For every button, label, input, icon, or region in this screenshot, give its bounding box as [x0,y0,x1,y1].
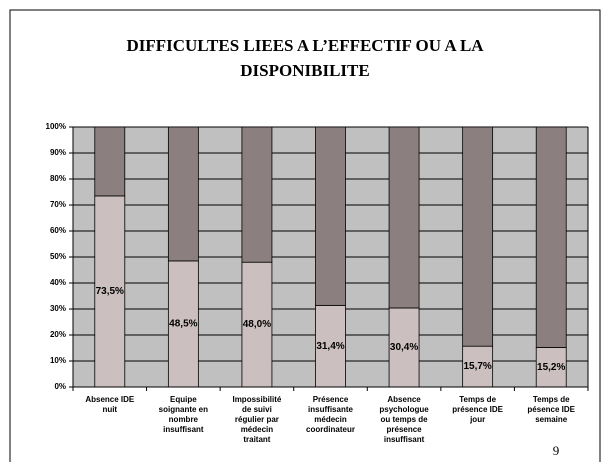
y-tick-label: 30% [50,304,66,313]
x-tick-label-line: traitant [243,435,270,444]
bar-segment [315,126,346,306]
x-tick-label-line: insuffisant [384,435,425,444]
slide-border [9,9,601,462]
y-tick-label: 80% [50,174,66,183]
y-tick-label: 20% [50,330,66,339]
bar-segment [462,126,494,347]
x-tick-label-line: insuffisante [308,405,353,414]
x-tick-label-line: semaine [535,415,568,424]
x-tick-label: Temps de présence IDE jour [452,395,503,424]
x-tick-label-line: présence IDE [452,405,503,414]
bar-segment [94,126,126,197]
bar-segment [388,126,420,309]
y-tick-label: 10% [50,356,66,365]
x-tick-label-line: Impossibilité [232,395,281,404]
x-tick-label-line: Présence [313,395,349,404]
x-tick-label: Impossibilité de suivi régulier par médecin… [232,395,281,444]
bar-segment [167,260,199,388]
x-tick-label: Absence IDE nuit [85,395,135,414]
bar-segment [241,126,273,263]
x-tick-label-line: médecin [241,425,274,434]
x-tick-label-line: Temps de [459,395,496,404]
y-tick-label: 60% [50,226,66,235]
x-tick-label-line: ou temps de [381,415,429,424]
x-tick-label-line: médecin [314,415,347,424]
x-tick-label-line: nuit [102,405,117,414]
page-number: 9 [553,443,560,458]
x-tick-label-line: insuffisant [163,425,204,434]
data-label: 30,4% [390,342,418,353]
x-tick-label-line: Temps de [533,395,570,404]
x-tick-label-line: régulier par [235,415,279,424]
x-tick-label-line: Equipe [170,395,197,404]
title-line: DISPONIBILITE [240,61,369,80]
bar-segment [388,307,420,388]
bar-segment [535,347,567,388]
data-label: 15,7% [463,361,491,372]
x-tick-label-line: Absence [387,395,421,404]
x-tick-label: Equipe soignante en nombre insuffisant [159,395,208,434]
y-tick-label: 50% [50,252,66,261]
x-tick-label: Absence psychologue ou temps de présence ins… [379,395,429,444]
y-tick-label: 90% [50,148,66,157]
x-tick-label: Temps de pésence IDE semaine [527,395,575,424]
x-tick-label-line: jour [469,415,485,424]
x-tick-label-line: pésence IDE [527,405,575,414]
y-tick-label: 70% [50,200,66,209]
data-label: 31,4% [316,341,344,352]
data-label: 48,5% [169,319,197,330]
x-tick-label-line: psychologue [379,405,429,414]
x-tick-label: Présence insuffisante médecin coordinateur [306,395,355,434]
data-label: 73,5% [96,286,124,297]
y-tick-label: 40% [50,278,66,287]
x-tick-label-line: Absence IDE [85,395,135,404]
y-tick-label: 100% [46,122,66,131]
title-line: DIFFICULTES LIEES A L’EFFECTIF OU A LA [126,36,484,55]
x-tick-label-line: soignante en [159,405,208,414]
bar-segment [167,126,199,262]
x-tick-label-line: coordinateur [306,425,355,434]
bar-segment [535,126,567,348]
y-tick-label: 0% [54,382,66,391]
data-label: 15,2% [537,362,565,373]
x-tick-label-line: de suivi [242,405,272,414]
x-tick-label-line: nombre [169,415,199,424]
x-tick-label-line: présence [387,425,423,434]
bar-segment [462,345,494,388]
data-label: 48,0% [243,319,271,330]
